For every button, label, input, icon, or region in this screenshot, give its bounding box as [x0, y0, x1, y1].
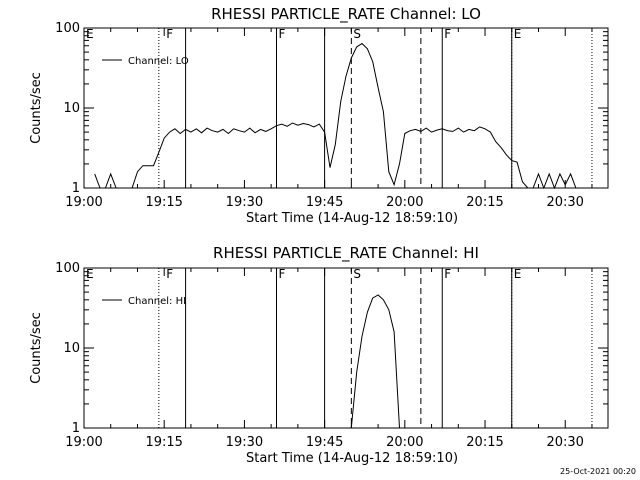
plot-frame — [83, 27, 609, 189]
region-label: F — [278, 27, 285, 41]
x-axis-label: Start Time (14-Aug-12 18:59:10) — [246, 211, 458, 226]
y-tick-label: 100 — [55, 261, 80, 276]
x-tick-label: 19:00 — [65, 195, 102, 210]
region-label: F — [166, 267, 173, 281]
region-label: E — [514, 27, 522, 41]
series-line — [350, 294, 400, 429]
x-tick-label: 20:15 — [466, 195, 503, 210]
chart-title: RHESSI PARTICLE_RATE Channel: LO — [211, 5, 481, 24]
x-tick-label: 20:00 — [386, 435, 423, 450]
chart-title: RHESSI PARTICLE_RATE Channel: HI — [213, 244, 479, 263]
legend-entry: Channel: LO — [128, 56, 189, 67]
region-label: E — [86, 267, 94, 281]
x-axis-label: Start Time (14-Aug-12 18:59:10) — [246, 451, 458, 466]
x-tick-label: 20:30 — [546, 435, 583, 450]
x-tick-label: 19:15 — [145, 195, 182, 210]
y-tick-label: 100 — [55, 21, 80, 36]
x-tick-label: 19:45 — [306, 195, 343, 210]
x-tick-label: 20:30 — [546, 195, 583, 210]
y-tick-label: 10 — [63, 341, 80, 356]
series-line — [94, 42, 587, 190]
region-label: E — [514, 267, 522, 281]
region-label: F — [278, 267, 285, 281]
y-tick-label: 1 — [72, 421, 80, 436]
x-tick-label: 19:30 — [226, 195, 263, 210]
region-label: S — [353, 27, 361, 41]
y-tick-label: 1 — [72, 181, 80, 196]
y-axis-label: Counts/sec — [29, 72, 44, 144]
x-tick-label: 19:15 — [145, 435, 182, 450]
x-tick-label: 19:45 — [306, 435, 343, 450]
y-axis-label: Counts/sec — [29, 312, 44, 384]
panel-hi: RHESSI PARTICLE_RATE Channel: HI 19:00 19:… — [29, 244, 609, 466]
region-label: S — [353, 267, 361, 281]
x-tick-label: 19:00 — [65, 435, 102, 450]
region-label: F — [444, 27, 451, 41]
timestamp: 25-Oct-2021 00:20 — [560, 467, 636, 476]
region-label: E — [86, 27, 94, 41]
panel-lo: RHESSI PARTICLE_RATE Channel: LO 19:00 19:… — [29, 5, 609, 226]
x-tick-label: 20:00 — [386, 195, 423, 210]
legend-entry: Channel: HI — [128, 296, 186, 307]
region-label: F — [444, 267, 451, 281]
x-tick-label: 20:15 — [466, 435, 503, 450]
region-label: F — [166, 27, 173, 41]
plot-frame — [83, 267, 609, 429]
x-tick-label: 19:30 — [226, 435, 263, 450]
y-tick-label: 10 — [63, 101, 80, 116]
